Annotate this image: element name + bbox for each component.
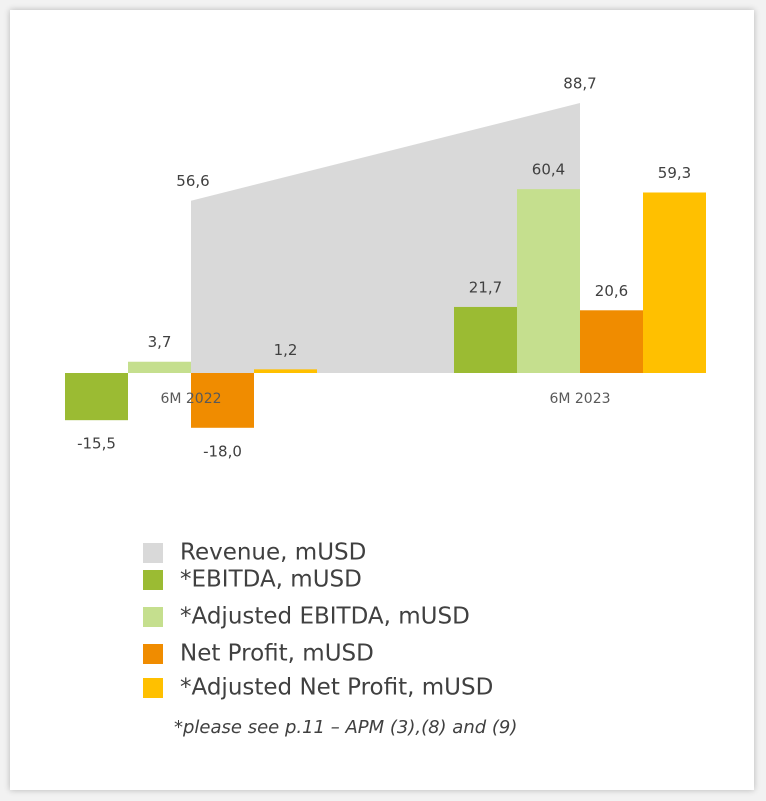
legend-label: *Adjusted Net Profit, mUSD [180,675,493,701]
value-label: -18,0 [203,442,242,460]
bar [128,361,191,373]
value-label: 88,7 [563,75,596,93]
panel [10,10,754,790]
bar [65,373,128,421]
legend-swatch [143,543,163,563]
legend-label: *EBITDA, mUSD [180,567,362,593]
bar [580,310,643,373]
legend-swatch [143,678,163,698]
bar [454,306,517,373]
footnote: *please see p.11 – APM (3),(8) and (9) [174,717,517,738]
bar [643,192,706,373]
value-label: -15,5 [77,435,116,453]
bar [517,189,580,373]
legend-label: *Adjusted EBITDA, mUSD [180,604,470,630]
value-label: 20,6 [595,282,628,300]
legend-label: Net Profit, mUSD [180,641,374,667]
value-label: 21,7 [469,278,502,296]
revenue-area [191,103,580,373]
bar [254,369,317,373]
category-label: 6M 2022 [160,391,221,407]
value-label: 3,7 [148,333,172,351]
value-label: 60,4 [532,161,565,179]
legend-swatch [143,607,163,627]
legend-swatch [143,644,163,664]
value-label: 1,2 [274,341,298,359]
legend-label: Revenue, mUSD [180,540,366,566]
value-label: 56,6 [176,172,209,190]
bar [191,373,254,428]
legend-swatch [143,570,163,590]
value-label: 59,3 [658,164,691,182]
category-label: 6M 2023 [549,391,610,407]
